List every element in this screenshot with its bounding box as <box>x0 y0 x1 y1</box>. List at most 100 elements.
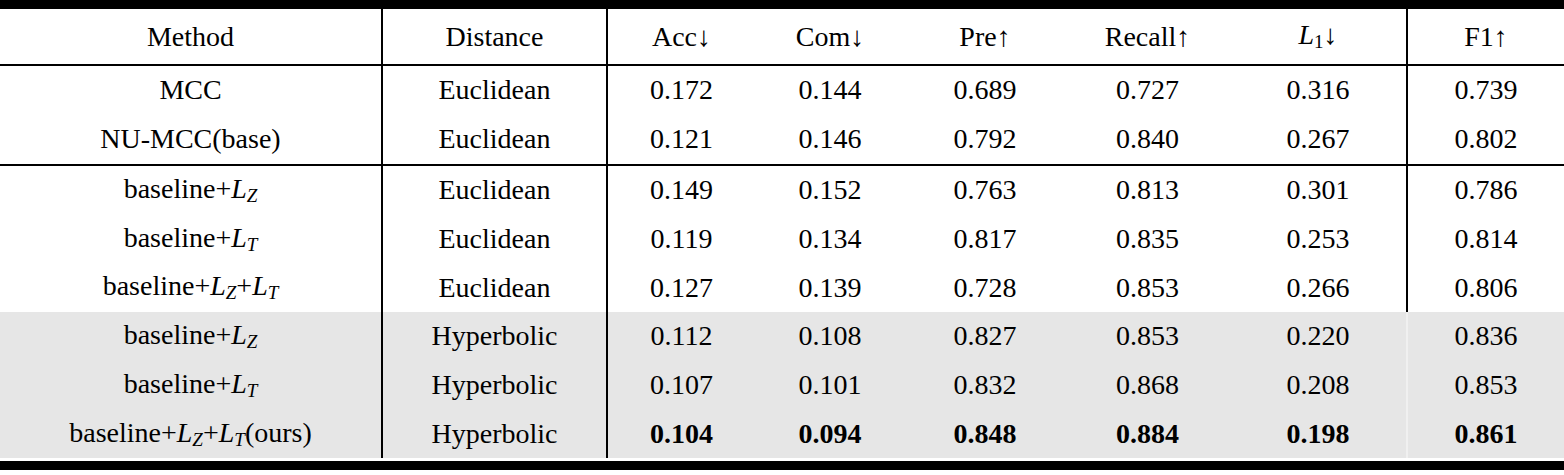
method-label: Z <box>247 185 258 206</box>
method-label: Z <box>192 429 203 450</box>
method-cell: MCC <box>0 65 382 115</box>
paper-results-table-figure: MethodDistanceAcc↓Com↓Pre↑Recall↑L1↓F1↑ … <box>0 0 1564 475</box>
column-header-label: ↓ <box>1324 19 1338 50</box>
column-header-label: F1 <box>1464 21 1494 52</box>
table-row-2: NU-MCC(base)Euclidean0.1210.1460.7920.84… <box>0 115 1564 165</box>
column-header-method: Method <box>0 9 382 65</box>
distance-cell: Euclidean <box>382 214 607 263</box>
metric-value-com: 0.094 <box>755 410 905 459</box>
column-header-label: Method <box>147 21 234 52</box>
metric-value-recall: 0.853 <box>1065 263 1230 312</box>
method-label: L <box>252 270 268 301</box>
metric-value-f1: 0.836 <box>1407 312 1564 361</box>
method-label: Z <box>247 331 258 352</box>
method-label: L <box>177 417 193 448</box>
metric-value-com: 0.108 <box>755 312 905 361</box>
method-label: MCC <box>159 74 221 105</box>
column-header-label: ↑ <box>997 21 1011 52</box>
metric-value-acc: 0.112 <box>607 312 755 361</box>
metric-value-f1: 0.853 <box>1407 361 1564 410</box>
distance-cell: Euclidean <box>382 263 607 312</box>
method-label: baseline+ <box>103 270 211 301</box>
column-header-label: Recall <box>1105 21 1177 52</box>
metric-value-com: 0.144 <box>755 65 905 115</box>
table-header-row: MethodDistanceAcc↓Com↓Pre↑Recall↑L1↓F1↑ <box>0 9 1564 65</box>
metric-value-pre: 0.832 <box>905 361 1065 410</box>
method-cell: baseline+LT <box>0 214 382 263</box>
metric-value-l1: 0.267 <box>1230 115 1407 165</box>
metric-value-acc: 0.107 <box>607 361 755 410</box>
column-header-label: Acc <box>652 21 697 52</box>
metric-value-f1: 0.802 <box>1407 115 1564 165</box>
method-label: Z <box>226 283 237 304</box>
column-header-pre: Pre↑ <box>905 9 1065 65</box>
metric-value-recall: 0.868 <box>1065 361 1230 410</box>
method-label: + <box>236 270 252 301</box>
method-label: + <box>203 417 219 448</box>
metric-value-recall: 0.835 <box>1065 214 1230 263</box>
method-label: baseline+ <box>69 417 177 448</box>
column-header-l1: L1↓ <box>1230 9 1407 65</box>
method-label: L <box>231 319 247 350</box>
metric-value-recall: 0.884 <box>1065 410 1230 459</box>
column-header-acc: Acc↓ <box>607 9 755 65</box>
metric-value-acc: 0.127 <box>607 263 755 312</box>
metric-value-f1: 0.814 <box>1407 214 1564 263</box>
metric-value-l1: 0.198 <box>1230 410 1407 459</box>
distance-cell: Euclidean <box>382 165 607 215</box>
distance-cell: Hyperbolic <box>382 361 607 410</box>
metric-value-pre: 0.763 <box>905 165 1065 215</box>
table-row-4: baseline+LTEuclidean0.1190.1340.8170.835… <box>0 214 1564 263</box>
metric-value-acc: 0.119 <box>607 214 755 263</box>
method-label: L <box>231 368 247 399</box>
method-label: L <box>219 417 235 448</box>
method-cell: baseline+LZ <box>0 312 382 361</box>
metric-value-pre: 0.848 <box>905 410 1065 459</box>
table-row-7: baseline+LT Hyperbolic0.1070.1010.8320.86… <box>0 361 1564 410</box>
column-header-label: ↑ <box>1176 21 1190 52</box>
table-body: MCCEuclidean0.1720.1440.6890.7270.3160.7… <box>0 65 1564 458</box>
metric-value-pre: 0.827 <box>905 312 1065 361</box>
metric-value-l1: 0.316 <box>1230 65 1407 115</box>
column-header-distance: Distance <box>382 9 607 65</box>
metric-value-recall: 0.727 <box>1065 65 1230 115</box>
metric-value-com: 0.101 <box>755 361 905 410</box>
table-bottom-rule <box>0 461 1564 470</box>
method-label: baseline+ <box>124 368 232 399</box>
metric-value-acc: 0.121 <box>607 115 755 165</box>
metric-value-com: 0.146 <box>755 115 905 165</box>
metric-value-recall: 0.840 <box>1065 115 1230 165</box>
metric-value-l1: 0.208 <box>1230 361 1407 410</box>
table-row-3: baseline+LZEuclidean0.1490.1520.7630.813… <box>0 165 1564 215</box>
method-cell: baseline+LZ+LT(ours) <box>0 410 382 459</box>
method-cell: baseline+LZ+LT <box>0 263 382 312</box>
metric-value-f1: 0.806 <box>1407 263 1564 312</box>
method-label: T <box>234 429 245 450</box>
column-header-label: Distance <box>446 21 544 52</box>
method-label: baseline+ <box>124 222 232 253</box>
table-row-6: baseline+LZHyperbolic0.1120.1080.8270.85… <box>0 312 1564 361</box>
metric-value-l1: 0.253 <box>1230 214 1407 263</box>
method-label: L <box>231 173 247 204</box>
distance-cell: Euclidean <box>382 65 607 115</box>
column-header-label: ↓ <box>850 21 864 52</box>
table-row-5: baseline+LZ+LTEuclidean0.1270.1390.7280.… <box>0 263 1564 312</box>
metric-value-com: 0.139 <box>755 263 905 312</box>
column-header-label: ↓ <box>697 21 711 52</box>
method-cell: baseline+LZ <box>0 165 382 215</box>
table-row-8: baseline+LZ+LT(ours)Hyperbolic0.1040.094… <box>0 410 1564 459</box>
distance-cell: Hyperbolic <box>382 312 607 361</box>
method-label: L <box>231 222 247 253</box>
distance-cell: Hyperbolic <box>382 410 607 459</box>
column-header-recall: Recall↑ <box>1065 9 1230 65</box>
column-header-com: Com↓ <box>755 9 905 65</box>
metric-value-l1: 0.220 <box>1230 312 1407 361</box>
table-top-rule <box>0 0 1564 9</box>
metric-value-acc: 0.149 <box>607 165 755 215</box>
metric-value-com: 0.152 <box>755 165 905 215</box>
metric-value-f1: 0.861 <box>1407 410 1564 459</box>
metric-value-pre: 0.792 <box>905 115 1065 165</box>
method-label: T <box>247 380 258 401</box>
metric-value-l1: 0.266 <box>1230 263 1407 312</box>
method-label: NU-MCC(base) <box>100 123 280 154</box>
